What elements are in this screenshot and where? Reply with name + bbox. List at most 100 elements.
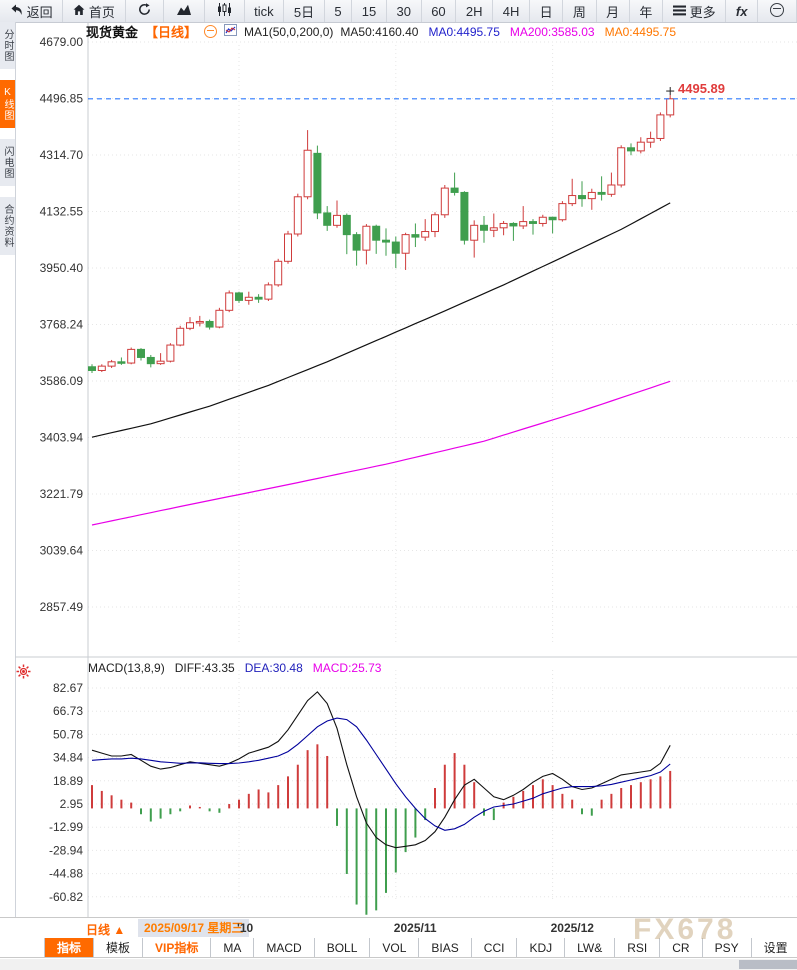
sidebar-item-K线图[interactable]: K线图 [0, 80, 15, 128]
candle-body [225, 292, 234, 311]
interval-60-button[interactable]: 60 [422, 0, 457, 22]
candle-body [137, 348, 145, 358]
back-icon [10, 4, 23, 19]
fx-button[interactable]: fx [726, 0, 759, 22]
macd-hist-bar [189, 805, 191, 809]
more-button[interactable]: 更多 [663, 0, 727, 22]
tab-CCI[interactable]: CCI [472, 938, 518, 957]
interval-2h-button[interactable]: 2H [456, 0, 494, 22]
alert-burst-icon[interactable] [16, 664, 31, 684]
macd-hist-bar [277, 785, 280, 809]
tab-指标[interactable]: 指标 [44, 938, 95, 957]
ma-values: MA50:4160.40 MA0:4495.75 MA200:3585.03 MA0:… [340, 25, 676, 39]
macd-hist-bar [483, 808, 485, 816]
candle-body [97, 365, 106, 371]
tab-MA[interactable]: MA [211, 938, 255, 957]
macd-hist-bar [247, 793, 250, 809]
candle-body [470, 224, 479, 241]
top-toolbar: 返回 首页 tick 5日 5 15 30 60 2H 4H 日周月年更多 fx [0, 0, 797, 23]
macd-axis-label: -44.88 [49, 867, 83, 881]
tab-MACD[interactable]: MACD [254, 938, 315, 957]
tab-BOLL[interactable]: BOLL [315, 938, 371, 957]
candle-body [303, 149, 312, 198]
candle-body [431, 214, 439, 233]
ma200-line [91, 380, 671, 526]
interval-30-button[interactable]: 30 [387, 0, 422, 22]
timeframe-dropdown[interactable]: 日线 ▲ [86, 923, 126, 937]
macd-axis-label: -12.99 [49, 820, 83, 834]
collapse-indicator-icon[interactable] [204, 25, 218, 38]
tab-模板[interactable]: 模板 [94, 938, 144, 957]
tab-KDJ[interactable]: KDJ [517, 938, 566, 957]
home-button[interactable]: 首页 [63, 0, 126, 22]
interval-5d-button[interactable]: 5日 [284, 0, 325, 22]
tab-RSI[interactable]: RSI [615, 938, 661, 957]
candle-body [646, 137, 655, 143]
macd-dea-line [91, 717, 671, 831]
tab-VOL[interactable]: VOL [370, 938, 420, 957]
interval-4h-button[interactable]: 4H [493, 0, 530, 22]
chart-header: 现货黄金 【日线】 MA1(50,0,200,0) MA50:4160.40 MA… [86, 24, 676, 40]
macd-hist-bar [532, 785, 534, 809]
candle-body [195, 320, 204, 324]
macd-axis-label: 34.84 [53, 751, 83, 765]
tab-设置[interactable]: 设置 [752, 938, 797, 957]
macd-hist-bar [522, 790, 525, 809]
price-axis-label: 3586.09 [40, 374, 84, 388]
sidebar-item-合约资料[interactable]: 合约资料 [0, 197, 15, 255]
sidebar-item-闪电图[interactable]: 闪电图 [0, 139, 15, 186]
candle-body [146, 356, 155, 365]
refresh-button[interactable] [126, 0, 164, 22]
mini-chart-icon [224, 24, 238, 39]
zoom-out-button[interactable] [758, 0, 797, 22]
candlestick-button[interactable] [205, 0, 245, 22]
tab-LW&[interactable]: LW& [565, 938, 616, 957]
macd-hist-bar [345, 808, 348, 874]
interval-week-button[interactable]: 周 [563, 0, 597, 22]
candle-body [519, 221, 528, 227]
macd-hist-bar [169, 808, 172, 815]
macd-hist-bar [443, 764, 446, 809]
macd-axis-label: 2.95 [60, 797, 84, 811]
back-button[interactable]: 返回 [0, 0, 64, 22]
price-axis-label: 4679.00 [40, 35, 84, 49]
macd-hist-bar [238, 799, 240, 809]
sidebar-item-分时图[interactable]: 分时图 [0, 22, 15, 69]
interval-tick-button[interactable]: tick [245, 0, 285, 22]
tab-PSY[interactable]: PSY [703, 938, 752, 957]
candle-body [587, 191, 596, 200]
interval-day-button[interactable]: 日 [530, 0, 564, 22]
macd-hist-bar [140, 808, 142, 815]
scrollbar-thumb[interactable] [739, 960, 797, 969]
candle-body [313, 152, 322, 214]
macd-hist-bar [492, 808, 495, 821]
interval-month-button[interactable]: 月 [597, 0, 630, 22]
candle-body [617, 147, 626, 186]
candle-body [480, 224, 488, 231]
tab-CR[interactable]: CR [660, 938, 703, 957]
interval-year-button[interactable]: 年 [630, 0, 663, 22]
candle-body [156, 360, 165, 365]
macd-hist-bar [649, 779, 652, 809]
macd-axis-label: 18.89 [53, 774, 83, 788]
candle-body [568, 195, 577, 205]
macd-hist-bar [639, 782, 642, 809]
macd-hist-bar [463, 764, 466, 809]
macd-hist-bar [326, 755, 329, 809]
interval-5-button[interactable]: 5 [325, 0, 353, 22]
candle-body [460, 191, 469, 241]
line-chart-button[interactable] [164, 0, 205, 22]
tab-BIAS[interactable]: BIAS [419, 938, 472, 957]
tab-VIP指标[interactable]: VIP指标 [143, 938, 212, 957]
ma-value: MA50:4160.40 [340, 24, 419, 39]
more-icon [672, 4, 686, 19]
macd-hist-bar [208, 808, 211, 812]
chart-plot-area[interactable]: 4679.00 4496.85 4314.70 4132.55 3950.40 3768.… [0, 22, 797, 917]
horizontal-scrollbar[interactable] [0, 959, 797, 970]
interval-15-button[interactable]: 15 [352, 0, 387, 22]
ma50-line [91, 202, 671, 438]
current-price-label: 4495.89 [678, 81, 725, 96]
ma-value: MA0:4495.75 [428, 24, 500, 39]
candle-body [176, 327, 185, 346]
candle-body [323, 212, 332, 226]
